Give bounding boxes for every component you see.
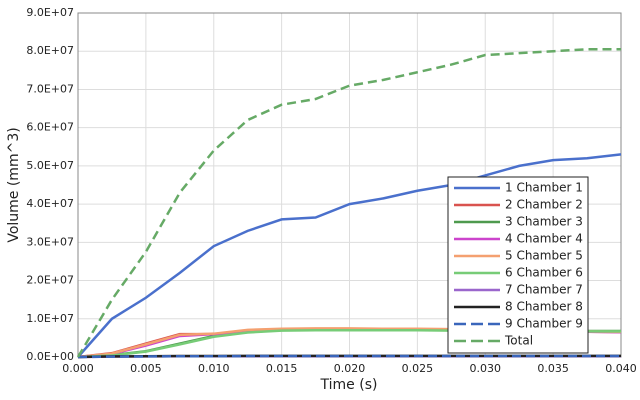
y-tick-label: 7.0E+07	[26, 82, 74, 95]
series-line	[76, 48, 621, 358]
x-tick-label: 0.005	[130, 362, 162, 375]
y-tick-label: 3.0E+07	[26, 235, 74, 248]
x-tick-label: 0.035	[537, 362, 569, 375]
x-tick-label: 0.030	[470, 362, 502, 375]
y-tick-label: 0.0E+00	[26, 350, 74, 363]
legend-label: 5 Chamber 5	[505, 249, 583, 263]
legend-label: 9 Chamber 9	[505, 317, 583, 331]
x-tick-label: 0.040	[605, 362, 637, 375]
legend-label: 6 Chamber 6	[505, 266, 583, 280]
y-tick-label: 5.0E+07	[26, 159, 74, 172]
legend-label: 4 Chamber 4	[505, 232, 583, 246]
legend-label: 1 Chamber 1	[505, 181, 583, 195]
legend-label: 3 Chamber 3	[505, 215, 583, 229]
x-tick-label: 0.025	[402, 362, 434, 375]
y-tick-label: 6.0E+07	[26, 121, 74, 134]
x-tick-label: 0.020	[334, 362, 366, 375]
x-tick-label: 0.000	[62, 362, 94, 375]
y-tick-label: 4.0E+07	[26, 197, 74, 210]
legend-label: 7 Chamber 7	[505, 283, 583, 297]
series-line	[77, 354, 621, 359]
legend-label: 8 Chamber 8	[505, 300, 583, 314]
y-tick-label: 8.0E+07	[26, 44, 74, 57]
series-line	[77, 153, 622, 358]
y-tick-label: 1.0E+07	[26, 312, 74, 325]
legend-label: 2 Chamber 2	[505, 198, 583, 212]
legend: 1 Chamber 1 2 Chamber 2 3 Chamber 3 4 Chamb…	[447, 176, 589, 354]
x-tick-label: 0.015	[266, 362, 298, 375]
y-tick-label: 2.0E+07	[26, 274, 74, 287]
legend-label: Total	[504, 334, 533, 348]
x-axis-title: Time (s)	[320, 377, 378, 393]
x-tick-label: 0.010	[198, 362, 230, 375]
y-tick-label: 9.0E+07	[26, 6, 74, 19]
y-axis-title: Volume (mm^3)	[6, 127, 22, 242]
